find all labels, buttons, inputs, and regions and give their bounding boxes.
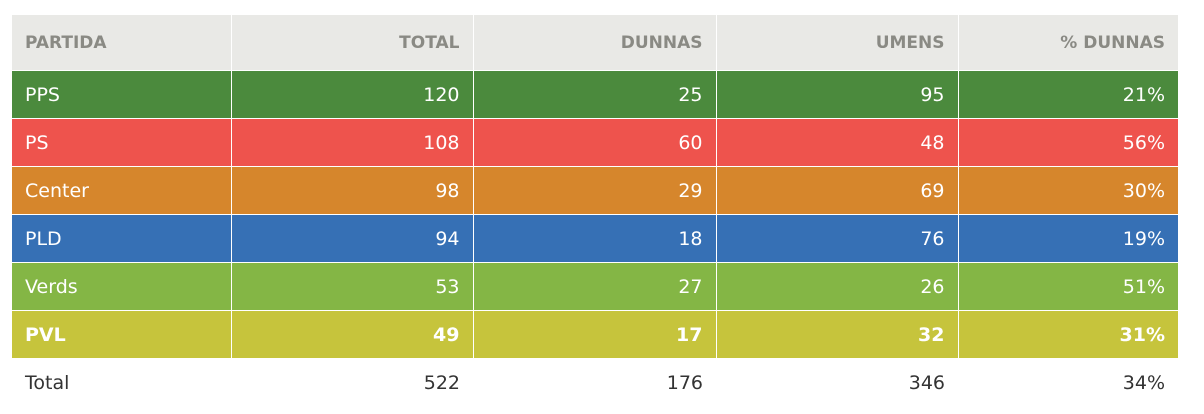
header-total: TOTAL [230,15,474,71]
table-row: PS 108 60 48 56% [12,118,1178,167]
total-total: 522 [231,358,473,406]
cell-pct-dunnas: 51% [957,262,1178,311]
table-row: Verds 53 27 26 51% [12,262,1178,311]
cell-umens: 76 [715,214,959,263]
cell-dunnas: 17 [472,310,717,359]
total-pct-dunnas: 34% [958,358,1178,406]
cell-party: Center [12,166,232,215]
cell-party: PLD [12,214,232,263]
cell-dunnas: 60 [472,118,717,167]
cell-pct-dunnas: 31% [957,310,1178,359]
cell-umens: 95 [715,70,959,119]
cell-dunnas: 29 [472,166,717,215]
cell-total: 120 [230,70,474,119]
cell-total: 94 [230,214,474,263]
header-partida: PARTIDA [12,15,232,71]
total-dunnas: 176 [473,358,716,406]
cell-dunnas: 25 [472,70,717,119]
cell-dunnas: 18 [472,214,717,263]
table-row: PLD 94 18 76 19% [12,214,1178,263]
total-label: Total [12,358,231,406]
cell-pct-dunnas: 56% [957,118,1178,167]
table-row: Center 98 29 69 30% [12,166,1178,215]
total-umens: 346 [716,358,958,406]
total-row: Total 522 176 346 34% [12,358,1178,406]
cell-party: Verds [12,262,232,311]
cell-umens: 26 [715,262,959,311]
cell-umens: 48 [715,118,959,167]
header-dunnas: DUNNAS [472,15,717,71]
cell-pct-dunnas: 30% [957,166,1178,215]
cell-total: 108 [230,118,474,167]
header-pct-dunnas: % DUNNAS [957,15,1178,71]
table-row: PPS 120 25 95 21% [12,70,1178,119]
cell-party: PVL [12,310,232,359]
cell-dunnas: 27 [472,262,717,311]
cell-total: 98 [230,166,474,215]
cell-total: 53 [230,262,474,311]
cell-umens: 32 [715,310,959,359]
header-umens: UMENS [715,15,959,71]
header-row: PARTIDA TOTAL DUNNAS UMENS % DUNNAS [12,15,1178,71]
cell-party: PS [12,118,232,167]
table-row: PVL 49 17 32 31% [12,310,1178,359]
cell-pct-dunnas: 21% [957,70,1178,119]
cell-party: PPS [12,70,232,119]
party-results-table: PARTIDA TOTAL DUNNAS UMENS % DUNNAS PPS 1… [12,15,1178,406]
cell-total: 49 [230,310,474,359]
cell-umens: 69 [715,166,959,215]
cell-pct-dunnas: 19% [957,214,1178,263]
